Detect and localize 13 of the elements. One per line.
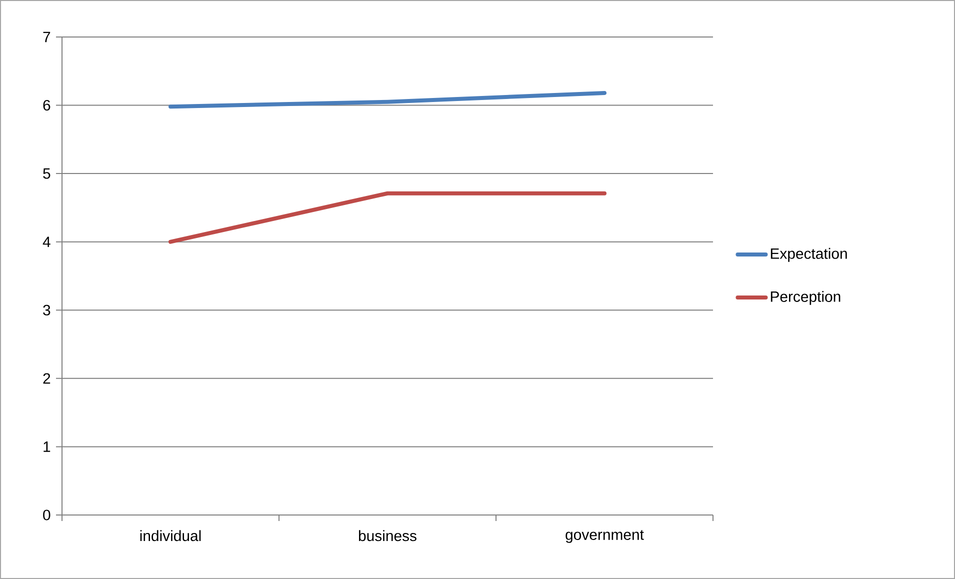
y-tick-label: 6 [43, 100, 50, 111]
y-tick-label: 5 [43, 168, 50, 179]
y-tick-label: 7 [43, 32, 50, 42]
x-tick-label: individual [140, 530, 201, 542]
legend-label: Perception [770, 290, 840, 305]
y-tick-label: 0 [43, 510, 50, 520]
x-tick-label: business [358, 530, 416, 542]
y-tick-label: 2 [43, 373, 50, 384]
y-tick-label: 3 [43, 304, 50, 316]
y-tick-label: 4 [42, 236, 50, 247]
x-tick-label: government [566, 530, 644, 543]
y-tick-label: 1 [44, 442, 50, 452]
legend-label: Expectation [770, 248, 847, 262]
